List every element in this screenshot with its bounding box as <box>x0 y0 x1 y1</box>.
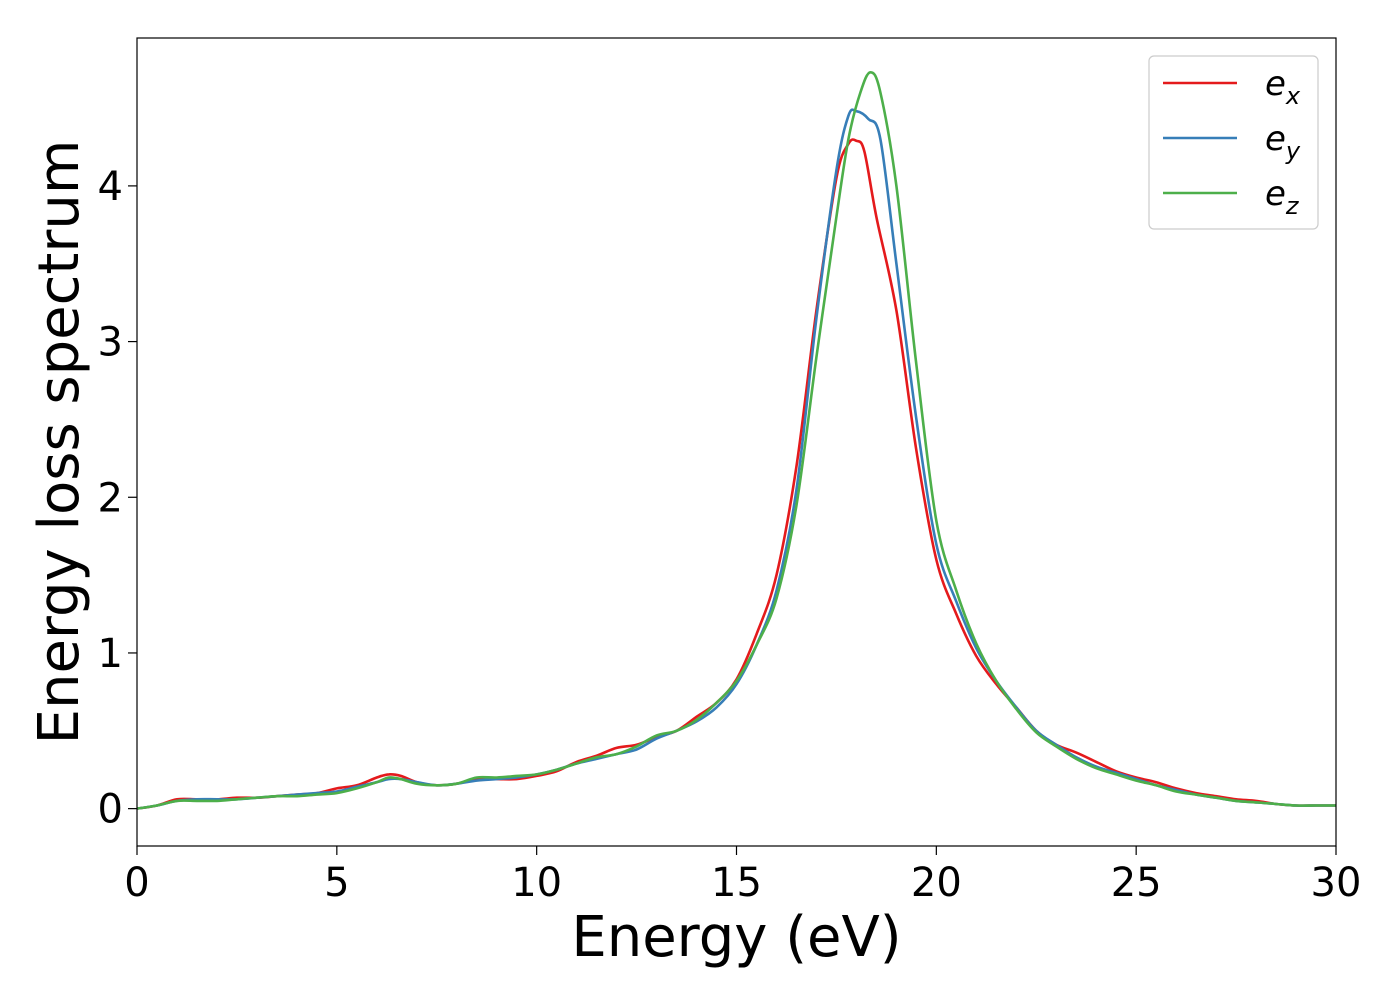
y-axis-title: Energy loss spectrum <box>27 140 92 745</box>
y-axis-ticks: 0 1 2 3 4 <box>98 164 137 833</box>
y-tick-label: 2 <box>98 475 123 521</box>
legend: ex ey ez <box>1148 55 1319 230</box>
series-line-z <box>137 71 1336 810</box>
x-tick-label: 10 <box>511 860 562 906</box>
x-tick-label: 25 <box>1111 860 1162 906</box>
x-axis-ticks: 0 5 10 15 20 25 30 <box>124 846 1361 906</box>
series-line-y <box>137 108 1336 810</box>
legend-label-y: ey <box>1265 119 1301 165</box>
x-tick-label: 30 <box>1311 860 1362 906</box>
legend-frame <box>1148 55 1319 230</box>
legend-label-z: ez <box>1265 174 1300 220</box>
series-layer <box>137 71 1336 810</box>
x-tick-label: 5 <box>324 860 349 906</box>
y-tick-label: 3 <box>98 320 123 366</box>
legend-label-x: ex <box>1265 64 1301 110</box>
series-line-x <box>137 138 1336 810</box>
y-tick-label: 4 <box>98 164 123 210</box>
x-tick-label: 15 <box>711 860 762 906</box>
y-tick-label: 0 <box>98 787 123 833</box>
y-tick-label: 1 <box>98 631 123 677</box>
x-tick-label: 20 <box>911 860 962 906</box>
x-tick-label: 0 <box>124 860 149 906</box>
x-axis-title: Energy (eV) <box>571 905 901 970</box>
